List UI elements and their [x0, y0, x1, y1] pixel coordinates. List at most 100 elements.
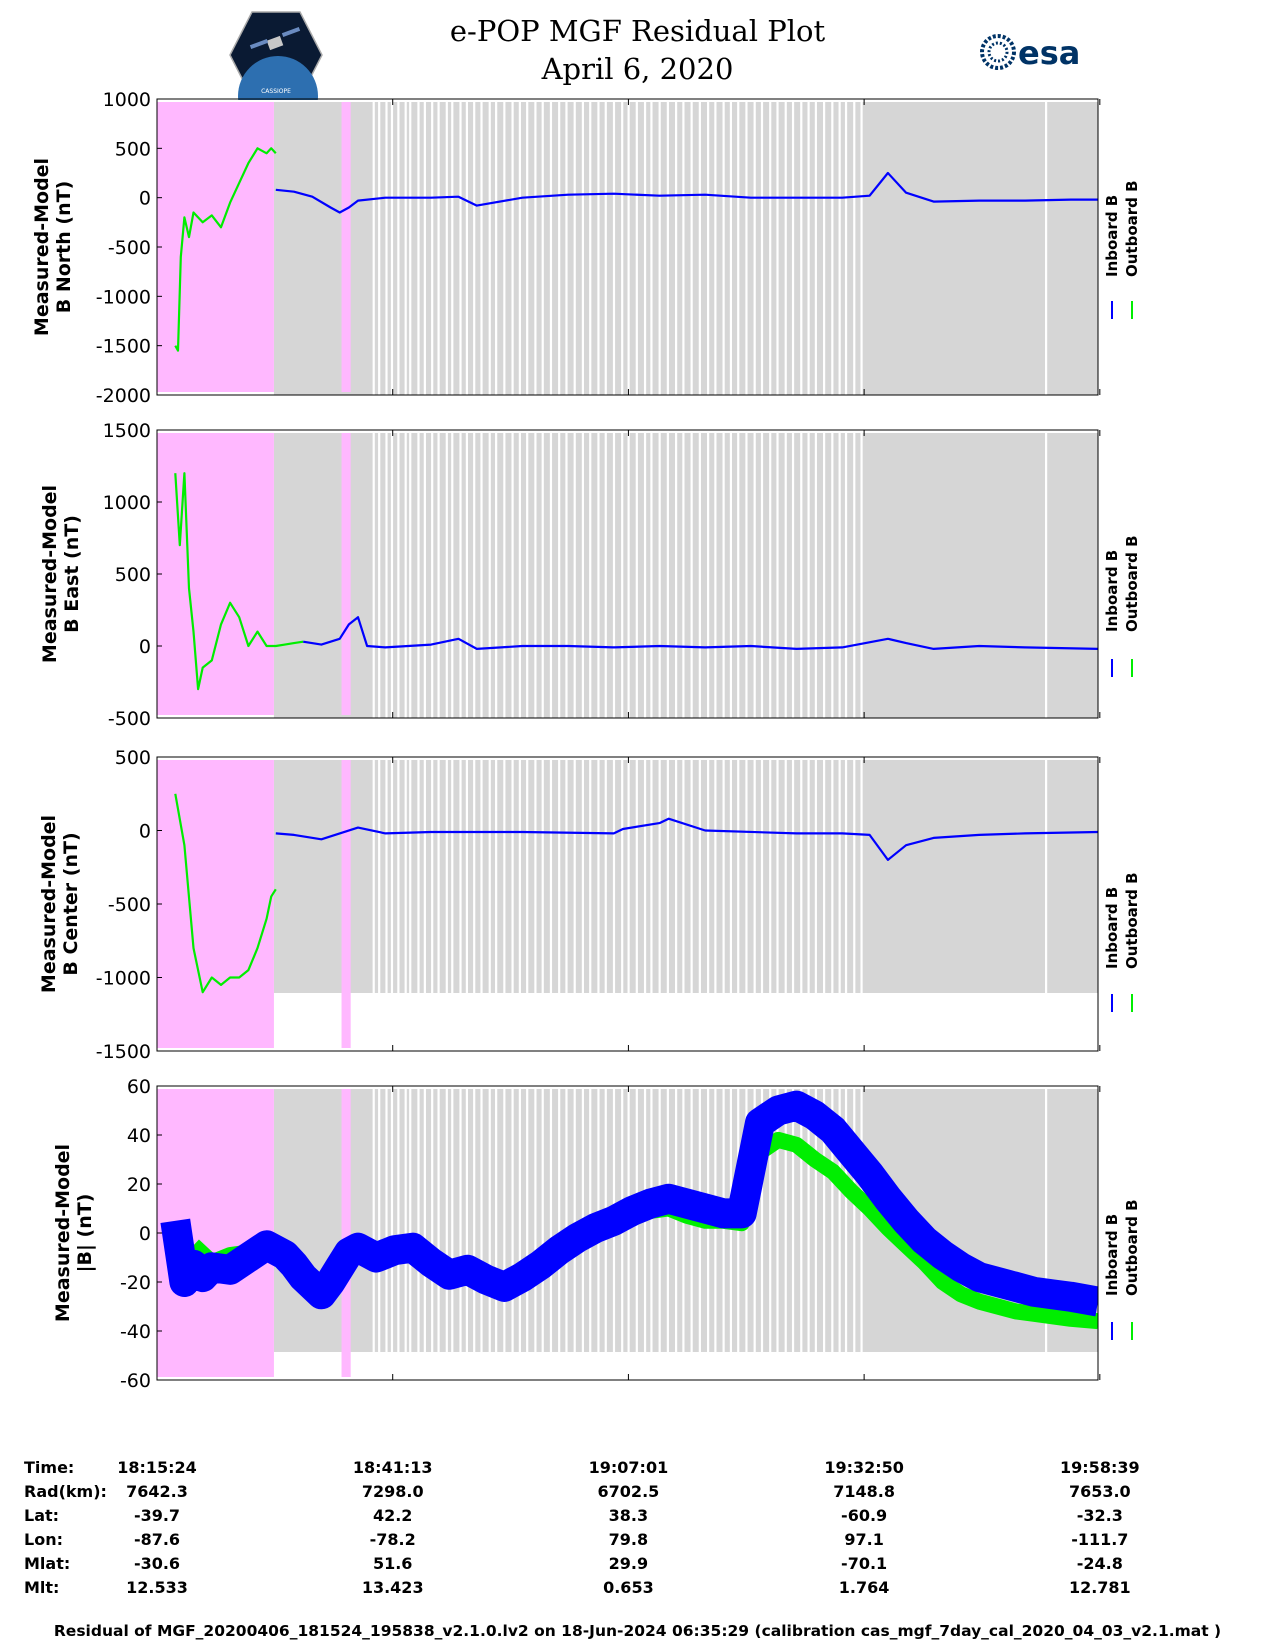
data-gap [776, 760, 779, 993]
y-tick-label: 40 [127, 1125, 151, 1147]
data-gap [860, 1089, 863, 1352]
info-row: Time: 18:15:24 18:41:13 19:07:01 19:32:50 19:… [0, 1458, 1275, 1482]
data-gap [666, 102, 669, 395]
data-gap [666, 1089, 669, 1352]
data-gap [549, 102, 553, 395]
legend-outboard-label: Outboard B [1123, 535, 1141, 632]
data-gap [706, 102, 710, 395]
info-value: 7642.3 [126, 1482, 188, 1501]
data-gap [745, 760, 748, 993]
y-tick-label: -500 [108, 894, 151, 916]
data-gap [621, 102, 624, 395]
info-value: 79.8 [608, 1530, 649, 1549]
data-gap [404, 760, 407, 993]
data-gap [791, 102, 795, 395]
y-tick-label: -1000 [96, 968, 151, 990]
data-gap [423, 760, 426, 993]
data-gap [831, 102, 834, 395]
data-lines-total [160, 1090, 1098, 1330]
data-gap [495, 433, 498, 718]
data-gap [417, 1089, 420, 1352]
data-gap [390, 433, 394, 718]
data-gap [437, 760, 440, 993]
ylabel-north-line1: Measured-Model [31, 158, 53, 336]
data-gap [635, 433, 638, 718]
info-value: 1.764 [838, 1578, 890, 1597]
ylabel-east-line1: Measured-Model [39, 485, 61, 663]
data-gap [844, 760, 848, 993]
data-gap [853, 433, 856, 718]
data-gap [860, 433, 863, 718]
y-tick-label: 500 [115, 138, 151, 160]
data-gap [800, 1089, 803, 1352]
data-gap [480, 1089, 483, 1352]
data-gap [698, 102, 701, 395]
series-outboard-center [174, 793, 277, 994]
data-gap [753, 433, 756, 718]
y-tick-label: -1000 [96, 286, 151, 308]
data-gap [698, 760, 701, 993]
data-gap [807, 760, 810, 993]
data-gap [658, 1089, 661, 1352]
data-gap [675, 102, 678, 395]
y-tick-label: -20 [120, 1272, 151, 1294]
data-gap [1045, 102, 1048, 395]
info-row-label: Lon: [24, 1530, 63, 1549]
data-gap [589, 102, 592, 395]
data-gap [465, 433, 468, 718]
data-gap [451, 1089, 454, 1352]
info-value: -39.7 [133, 1506, 181, 1525]
data-gap [800, 433, 803, 718]
info-row-label: Lat: [24, 1506, 60, 1525]
data-gap [565, 433, 568, 718]
data-gap [776, 433, 779, 718]
info-row: Mlat: -30.6 51.6 29.9 -70.1 -24.8 [0, 1554, 1275, 1578]
info-row-label: Mlat: [24, 1554, 71, 1573]
data-gap [612, 433, 616, 718]
data-gap [838, 760, 841, 993]
data-gap [565, 760, 568, 993]
data-gap [378, 1089, 381, 1352]
data-gap [473, 1089, 476, 1352]
data-gap [409, 1089, 412, 1352]
data-gap [621, 760, 624, 993]
series-inboard-total [160, 1090, 1098, 1317]
data-gap [1045, 760, 1048, 993]
data-lines-north [174, 147, 1098, 352]
data-gap [541, 1089, 544, 1352]
data-gap [714, 433, 717, 718]
data-gap [814, 760, 817, 993]
data-gap [737, 760, 740, 993]
data-gap [385, 102, 388, 395]
data-gap [526, 1089, 529, 1352]
data-gap [776, 1089, 779, 1352]
data-gap [769, 102, 772, 395]
data-gap [675, 760, 678, 993]
data-gap [573, 760, 576, 993]
data-gap [784, 102, 787, 395]
data-gap [722, 760, 725, 993]
data-gap [534, 760, 537, 993]
legend-inboard-label: Inboard B [1103, 195, 1121, 277]
panel-center: 500 0 -500 -1000 -1500 Measured-Model B Cent… [38, 747, 1141, 1063]
cassiope-logo-text: CASSIOPE [261, 88, 291, 95]
data-gap [844, 102, 848, 395]
data-gap [760, 102, 764, 395]
data-gap [776, 102, 779, 395]
data-gap [838, 102, 841, 395]
data-gap [465, 760, 468, 993]
data-gap [682, 760, 685, 993]
info-value: 6702.5 [597, 1482, 660, 1501]
data-gap [488, 1089, 491, 1352]
data-gap [558, 102, 561, 395]
series-outboard-north [174, 147, 277, 352]
data-gap [807, 1089, 810, 1352]
legend-north: Inboard B Outboard B [1103, 180, 1141, 319]
data-gap [706, 433, 710, 718]
data-gap [404, 433, 407, 718]
data-gap [409, 760, 412, 993]
data-gap [784, 433, 787, 718]
data-gap [378, 760, 381, 993]
data-gap [753, 760, 756, 993]
